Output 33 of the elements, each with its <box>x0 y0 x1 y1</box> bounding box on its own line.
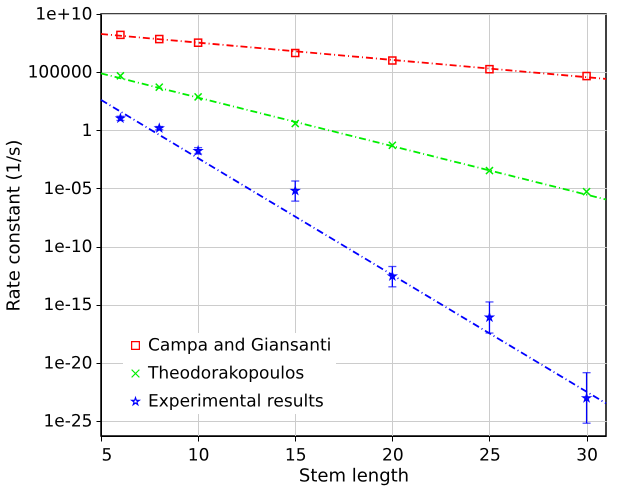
legend-label: Theodorakopoulos <box>147 364 304 384</box>
y-tick-label: 1e-15 <box>43 295 92 316</box>
point <box>194 92 202 102</box>
point <box>582 187 591 196</box>
point <box>388 140 397 150</box>
y-tick-label: 100000 <box>28 62 92 83</box>
y-tick-label: 1 <box>82 120 92 141</box>
point <box>116 30 125 40</box>
legend-label: Experimental results <box>148 392 324 412</box>
point <box>290 48 300 58</box>
x-tick-label: 5 <box>102 446 112 466</box>
y-tick-label: 1e+10 <box>35 4 92 24</box>
y-tick-label: 1e-25 <box>43 411 92 432</box>
point <box>154 34 164 44</box>
y-tick-label: 1e-05 <box>43 178 92 199</box>
point <box>388 56 397 65</box>
x-tick-label: 25 <box>479 446 501 466</box>
point <box>194 38 202 47</box>
point <box>290 119 300 128</box>
x-tick-label: 10 <box>188 446 210 466</box>
point <box>582 72 591 80</box>
legend-label: Campa and Giansanti <box>148 336 332 356</box>
point <box>154 82 164 92</box>
y-axis-title: Rate constant (1/s) <box>4 140 25 312</box>
point <box>116 72 125 80</box>
x-tick-label: 30 <box>576 446 598 466</box>
point <box>485 64 494 74</box>
y-tick-label: 1e-10 <box>43 237 92 257</box>
point <box>485 166 494 175</box>
x-tick-label: 15 <box>284 446 307 466</box>
x-axis-title: Stem length <box>298 466 410 486</box>
x-tick-label: 20 <box>382 446 404 466</box>
y-tick-label: 1e-20 <box>43 353 92 374</box>
